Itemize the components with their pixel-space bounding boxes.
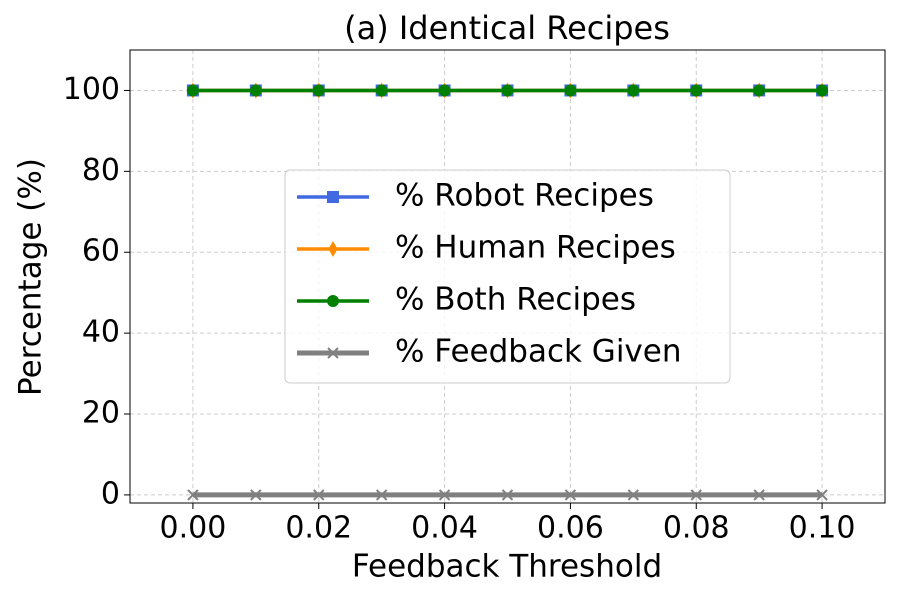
marker: [187, 489, 199, 501]
marker: [753, 84, 766, 97]
y-tick-label: 40: [82, 315, 120, 350]
x-tick-label: 0.08: [663, 511, 730, 546]
legend-label: % Human Recipes: [395, 230, 676, 266]
marker: [313, 489, 325, 501]
plot-frame: [129, 49, 886, 504]
marker: [501, 489, 514, 501]
legend: % Robot Recipes % Human Recipes % Both Rec…: [284, 169, 731, 384]
marker: [312, 84, 325, 97]
x-axis-label: Feedback Threshold: [352, 549, 662, 585]
y-tick-label: 60: [82, 234, 120, 269]
marker: [438, 84, 451, 97]
legend-label: % Robot Recipes: [395, 178, 654, 214]
y-tick-label: 80: [82, 153, 120, 188]
marker: [328, 240, 338, 258]
marker: [564, 84, 577, 97]
x-tick-label: 0.00: [160, 511, 227, 546]
legend-box: [284, 169, 731, 384]
marker: [327, 191, 339, 203]
marker: [375, 84, 388, 97]
marker: [327, 347, 339, 359]
legend-label: % Feedback Given: [395, 334, 682, 370]
marker: [690, 84, 703, 97]
x-tick-label: 0.06: [537, 511, 604, 546]
marker: [186, 84, 199, 97]
marker: [564, 489, 577, 501]
marker: [753, 489, 765, 501]
marker: [375, 489, 388, 501]
marker: [816, 84, 829, 97]
x-tick-label: 0.10: [789, 511, 856, 546]
y-tick-label: 20: [82, 396, 120, 431]
marker: [249, 84, 262, 97]
plot-layer: [186, 82, 829, 501]
marker: [250, 489, 262, 501]
x-tick-label: 0.04: [411, 511, 478, 546]
marker: [627, 489, 640, 501]
legend-label: % Both Recipes: [395, 282, 636, 318]
marker: [627, 84, 640, 97]
marker: [690, 489, 702, 501]
y-axis-label: Percentage (%): [13, 158, 49, 396]
marker: [816, 489, 828, 501]
marker: [438, 489, 451, 501]
x-tick-label: 0.02: [285, 511, 352, 546]
y-tick-label: 100: [63, 72, 120, 107]
y-tick-label: 0: [101, 476, 120, 511]
marker: [327, 295, 339, 307]
marker: [501, 84, 514, 97]
chart-title: (a) Identical Recipes: [344, 9, 670, 47]
